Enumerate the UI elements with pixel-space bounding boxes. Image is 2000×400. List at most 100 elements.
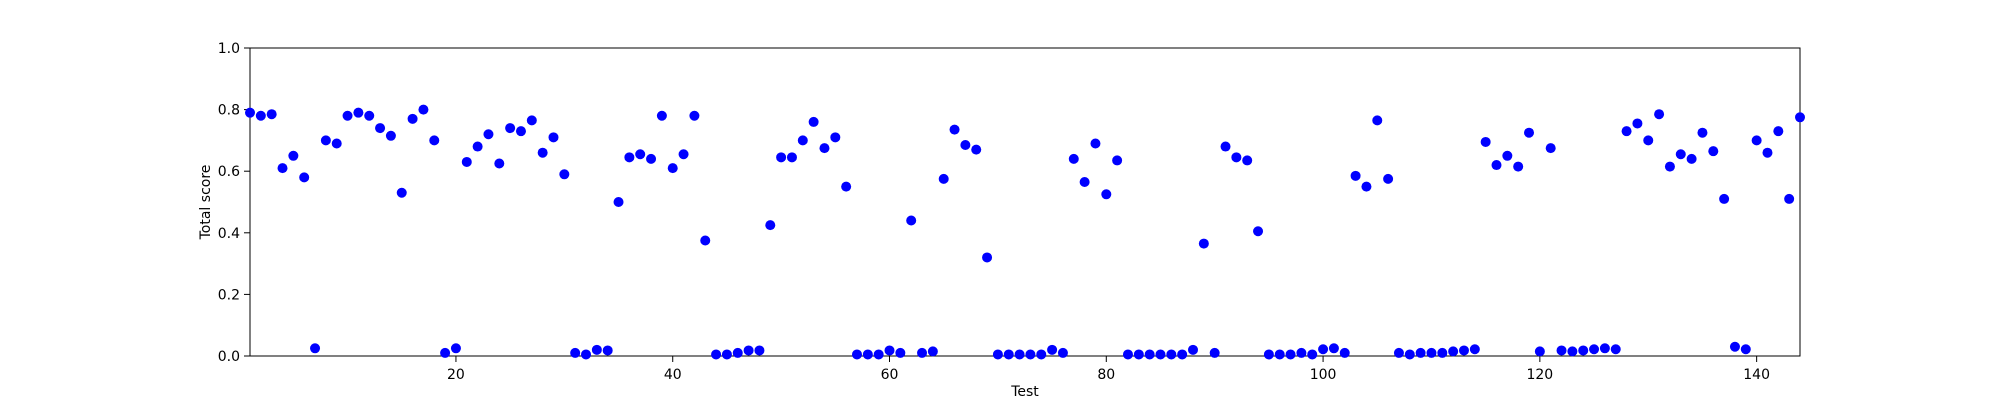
data-point (1762, 147, 1773, 158)
data-point (1556, 345, 1567, 356)
data-point (1198, 238, 1209, 249)
data-point (1545, 143, 1556, 154)
data-point (1188, 344, 1199, 355)
data-point (1307, 349, 1318, 360)
data-point (1675, 149, 1686, 160)
data-point (407, 113, 418, 124)
data-point (1534, 346, 1545, 357)
data-point (1328, 343, 1339, 354)
data-point (1296, 347, 1307, 358)
data-point (429, 135, 440, 146)
data-point (1231, 152, 1242, 163)
data-point (776, 152, 787, 163)
data-point (1524, 127, 1535, 138)
plot-area (249, 47, 1801, 357)
data-point (1242, 155, 1253, 166)
data-point (851, 349, 862, 360)
data-point (1697, 127, 1708, 138)
data-point (927, 346, 938, 357)
data-point (1253, 226, 1264, 237)
data-point (1404, 349, 1415, 360)
data-point (765, 220, 776, 231)
data-point (1285, 349, 1296, 360)
data-point (581, 349, 592, 360)
data-point (1133, 349, 1144, 360)
data-point (461, 156, 472, 167)
data-point (1621, 126, 1632, 137)
data-point (1144, 349, 1155, 360)
data-point (667, 163, 678, 174)
x-tick-label: 40 (664, 367, 682, 383)
data-point (570, 347, 581, 358)
data-point (1589, 344, 1600, 355)
data-point (1513, 161, 1524, 172)
data-point (1025, 349, 1036, 360)
data-point (1599, 343, 1610, 354)
data-point (721, 349, 732, 360)
x-tick-label: 100 (1310, 367, 1337, 383)
data-point (1426, 347, 1437, 358)
data-point (1795, 112, 1805, 123)
data-point (624, 152, 635, 163)
data-point (1458, 345, 1469, 356)
data-point (548, 132, 559, 143)
data-point (515, 126, 526, 137)
y-tick-label: 1.0 (218, 41, 240, 57)
x-tick-label: 140 (1743, 367, 1770, 383)
y-axis-label: Total score (198, 165, 214, 241)
data-point (711, 349, 722, 360)
data-point (613, 197, 624, 207)
data-point (1318, 344, 1329, 355)
data-point (288, 150, 299, 161)
data-point (646, 153, 657, 164)
data-point (689, 110, 700, 121)
data-point (1708, 146, 1719, 157)
data-point (992, 349, 1003, 360)
data-point (1090, 138, 1101, 149)
data-point (1393, 347, 1404, 358)
data-point (331, 138, 342, 149)
data-point (786, 152, 797, 163)
data-point (949, 124, 960, 135)
data-point (1448, 346, 1459, 357)
data-point (635, 149, 646, 160)
data-point (505, 123, 516, 134)
data-point (1079, 176, 1090, 187)
data-point (884, 345, 895, 356)
x-tick-label: 20 (447, 367, 465, 383)
data-point (483, 129, 494, 140)
data-point (277, 163, 288, 174)
data-point (1068, 153, 1079, 164)
data-point (364, 110, 375, 121)
data-point (342, 110, 353, 121)
data-point (873, 349, 884, 360)
data-point (255, 110, 266, 121)
data-point (375, 123, 386, 134)
data-point (310, 343, 321, 354)
data-point (418, 104, 429, 115)
data-point (754, 345, 765, 356)
data-point (450, 343, 461, 354)
data-point (982, 252, 993, 263)
data-point (1784, 193, 1795, 204)
y-tick-label: 0.8 (218, 103, 240, 119)
data-point (960, 140, 971, 151)
data-point (1751, 135, 1762, 146)
data-point (526, 115, 537, 126)
x-tick-label: 60 (881, 367, 899, 383)
data-point (1057, 347, 1068, 358)
data-point (1632, 118, 1643, 129)
data-point (938, 173, 949, 184)
data-point (1003, 349, 1014, 360)
data-point (1036, 349, 1047, 360)
data-point (1654, 109, 1665, 120)
y-tick-label: 0.2 (218, 287, 240, 303)
x-axis-label: Test (1010, 384, 1039, 400)
data-point (971, 144, 982, 155)
data-point (808, 116, 819, 127)
data-points (245, 104, 1805, 360)
data-point (353, 107, 364, 118)
data-point (678, 149, 689, 160)
data-point (862, 349, 873, 360)
data-point (1372, 115, 1383, 126)
